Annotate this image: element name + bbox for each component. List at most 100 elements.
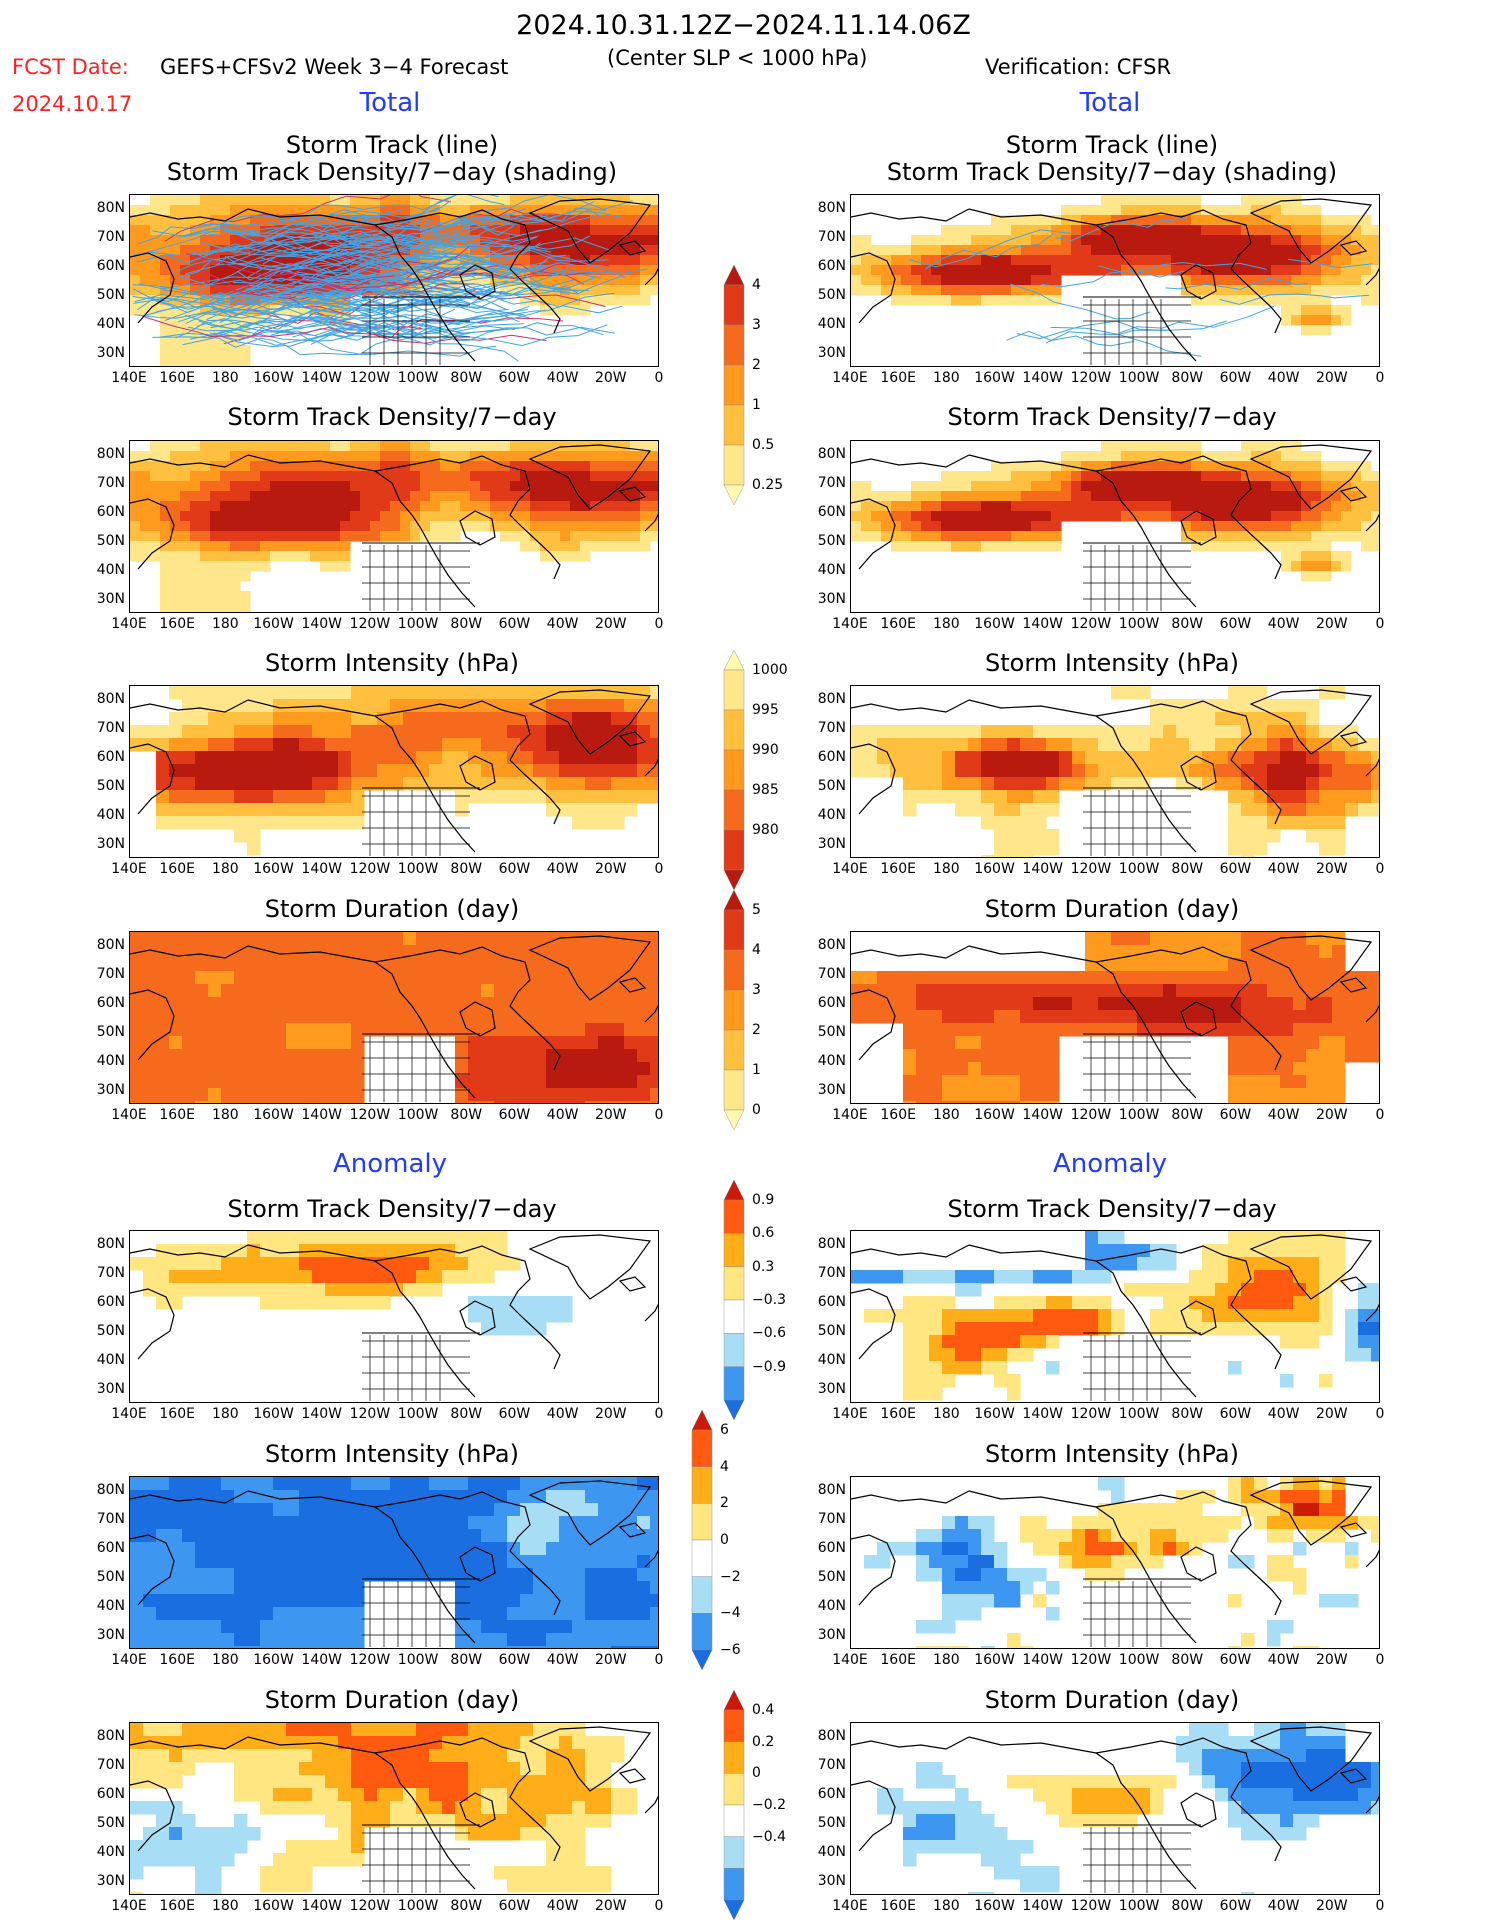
heatmap-cell	[1358, 1348, 1372, 1362]
heatmap-cell	[230, 491, 241, 502]
heatmap-cell	[1251, 205, 1262, 216]
heatmap-cell	[468, 1542, 482, 1556]
heatmap-cell	[971, 491, 982, 502]
heatmap-cell	[550, 481, 561, 492]
heatmap-cell	[1046, 1309, 1060, 1323]
lon-tick-label: 100W	[1118, 1107, 1160, 1123]
heatmap-cell	[280, 471, 291, 482]
heatmap-cell	[981, 245, 992, 256]
heatmap-cell	[1020, 1010, 1034, 1024]
heatmap-cell	[624, 751, 638, 765]
heatmap-cell	[640, 541, 651, 552]
heatmap-cell	[1202, 958, 1216, 972]
heatmap-cell	[1111, 1023, 1125, 1037]
heatmap-cell	[1241, 1101, 1255, 1103]
heatmap-cell	[169, 1503, 183, 1517]
heatmap-cell	[961, 471, 972, 482]
heatmap-cell	[877, 764, 891, 778]
slp-criterion: (Center SLP < 1000 hPa)	[607, 46, 868, 70]
heatmap-cell	[890, 997, 904, 1011]
lon-tick-label: 40W	[1267, 861, 1300, 877]
heatmap-cell	[572, 699, 586, 713]
heatmap-cell	[610, 265, 621, 276]
heatmap-cell	[130, 471, 141, 482]
heatmap-cell	[351, 816, 365, 830]
heatmap-cell	[1332, 971, 1346, 985]
heatmap-cell	[390, 1257, 404, 1271]
heatmap-cell	[520, 777, 534, 791]
heatmap-cell	[1251, 441, 1262, 452]
heatmap-cell	[585, 803, 599, 817]
heatmap-cell	[230, 195, 241, 206]
heatmap-cell	[350, 225, 361, 236]
heatmap-cell	[260, 1257, 274, 1271]
heatmap-cell	[325, 1231, 339, 1245]
heatmap-cell	[455, 932, 469, 946]
heatmap-cell	[1311, 531, 1322, 542]
heatmap-cell	[480, 451, 491, 462]
heatmap-cell	[310, 451, 321, 462]
heatmap-cell	[1041, 235, 1052, 246]
heatmap-cell	[1351, 275, 1362, 286]
heatmap-cell	[1345, 1036, 1359, 1050]
heatmap-cell	[572, 1036, 586, 1050]
heatmap-cell	[611, 945, 625, 959]
heatmap-cell	[1051, 531, 1062, 542]
heatmap-cell	[247, 1231, 261, 1245]
heatmap-cell	[1033, 829, 1047, 843]
heatmap-cell	[533, 1088, 547, 1102]
heatmap-cell	[994, 1023, 1008, 1037]
heatmap-cell	[1085, 1010, 1099, 1024]
heatmap-cell	[1137, 751, 1151, 765]
heatmap-cell	[1321, 295, 1332, 306]
heatmap-cell	[260, 816, 274, 830]
heatmap-cell	[416, 699, 430, 713]
heatmap-cell	[140, 541, 151, 552]
lon-tick-label: 120W	[1070, 861, 1112, 877]
heatmap-cell	[286, 816, 300, 830]
heatmap-cell	[351, 1049, 365, 1063]
heatmap-cell	[170, 355, 181, 366]
heatmap-cell	[1332, 984, 1346, 998]
heatmap-cell	[299, 1296, 313, 1310]
heatmap-cell	[299, 1516, 313, 1530]
heatmap-cell	[494, 725, 508, 739]
heatmap-cell	[1189, 738, 1203, 752]
heatmap-cell	[1280, 764, 1294, 778]
heatmap-cell	[1091, 461, 1102, 472]
heatmap-cell	[325, 1283, 339, 1297]
heatmap-svg	[851, 441, 1379, 611]
heatmap-cell	[1072, 1010, 1086, 1024]
heatmap-cell	[247, 803, 261, 817]
heatmap-cell	[931, 285, 942, 296]
heatmap-cell	[416, 1270, 430, 1284]
heatmap-cell	[1254, 816, 1268, 830]
heatmap-cell	[440, 501, 451, 512]
heatmap-cell	[510, 195, 521, 206]
heatmap-cell	[1071, 451, 1082, 462]
heatmap-cell	[611, 1049, 625, 1063]
heatmap-cell	[637, 1101, 651, 1103]
heatmap-cell	[1271, 255, 1282, 266]
panel-title-track-left: Storm Track (line) Storm Track Density/7…	[112, 132, 672, 186]
heatmap-cell	[130, 245, 141, 256]
heatmap-cell	[1201, 521, 1212, 532]
heatmap-cell	[240, 255, 251, 266]
heatmap-cell	[230, 461, 241, 472]
heatmap-cell	[390, 1516, 404, 1530]
heatmap-cell	[380, 501, 391, 512]
heatmap-cell	[955, 1361, 969, 1375]
heatmap-cell	[540, 205, 551, 216]
heatmap-cell	[1261, 195, 1272, 206]
heatmap-cell	[1332, 958, 1346, 972]
heatmap-cell	[312, 1594, 326, 1608]
heatmap-cell	[468, 1516, 482, 1530]
heatmap-cell	[195, 1244, 209, 1258]
heatmap-cell	[1281, 285, 1292, 296]
heatmap-cell	[494, 699, 508, 713]
lon-tick-label: 20W	[1315, 1107, 1348, 1123]
heatmap-cell	[500, 481, 511, 492]
heatmap-cell	[310, 481, 321, 492]
heatmap-cell	[470, 235, 481, 246]
heatmap-cell	[546, 777, 560, 791]
